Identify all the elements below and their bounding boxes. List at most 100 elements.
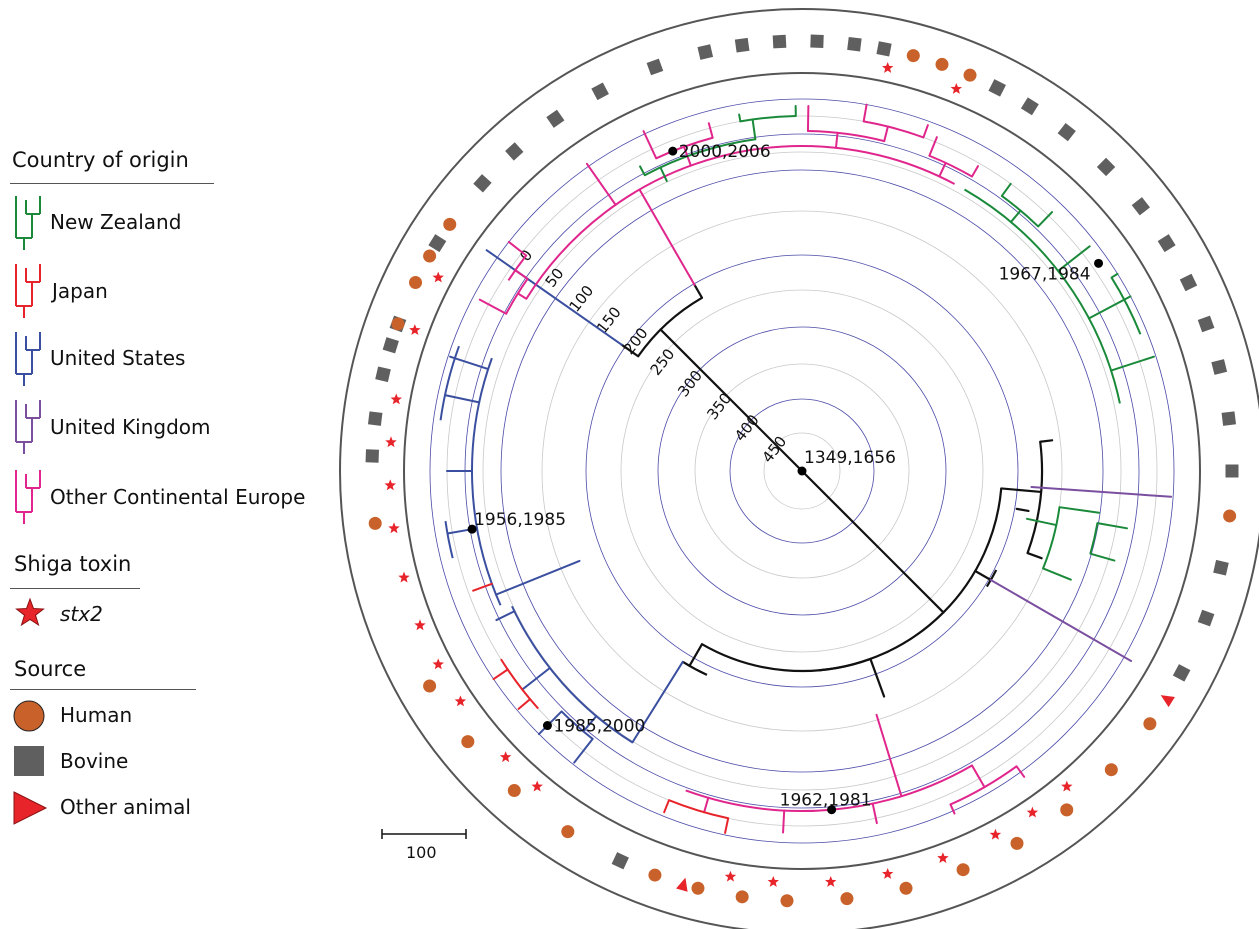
bovine-square-icon [591, 82, 609, 101]
tree-branch [449, 355, 490, 371]
tree-branch [1042, 507, 1061, 569]
tree-branch [707, 122, 714, 139]
stx2-star-icon [454, 695, 467, 707]
tree-branch [862, 103, 868, 123]
human-circle-icon [840, 892, 854, 906]
tree-branch [928, 136, 938, 157]
bovine-square-icon [1057, 123, 1076, 142]
tree-branch [724, 817, 730, 834]
stx2-star-icon [414, 619, 426, 631]
human-circle-icon [461, 735, 475, 749]
bovine-square-icon [1225, 464, 1239, 478]
tree-branch [582, 715, 598, 733]
tree-branch [751, 118, 757, 141]
tree-branch [507, 240, 528, 257]
tree-branch [1015, 765, 1026, 778]
stx2-star-icon [384, 479, 396, 491]
tree-branch [525, 145, 956, 300]
tree-branch [701, 643, 871, 673]
stx2-star-icon [937, 852, 949, 863]
tree-branch [1039, 439, 1054, 443]
stx2-star-icon [432, 658, 444, 670]
tree-branch [971, 165, 979, 178]
tree-branch [472, 582, 493, 592]
tree-branch [869, 657, 886, 698]
tree-branch [1000, 487, 1043, 494]
bovine-square-icon [646, 58, 664, 76]
tree-branch [1026, 551, 1043, 560]
tree-branch [573, 737, 594, 764]
ring-label: 150 [593, 303, 625, 337]
human-circle-icon [691, 881, 705, 895]
bovine-square-icon [1197, 609, 1215, 627]
stx2-star-icon [398, 571, 410, 583]
tree-branch [1089, 522, 1099, 554]
circle-icon [13, 700, 45, 732]
triangle-icon [13, 791, 48, 825]
tree-branch [637, 296, 703, 357]
node-label: 1956,1985 [474, 510, 566, 530]
stx2-star-icon [1026, 806, 1039, 818]
time-ring [482, 151, 1122, 791]
ring-label: 100 [565, 282, 597, 316]
legend-item-united-kingdom: United Kingdom [50, 415, 211, 439]
tree-branch [949, 803, 956, 815]
node-dot [827, 805, 837, 815]
tree-branch [485, 249, 623, 346]
legend-item-united-states: United States [50, 346, 186, 370]
square-icon [14, 746, 44, 776]
tree-branch [1015, 507, 1030, 513]
tree-branch [478, 298, 508, 315]
human-circle-icon [443, 217, 457, 231]
node-dot [668, 146, 678, 156]
bovine-square-icon [697, 44, 714, 60]
legend-item-stx2: stx2 [60, 602, 103, 626]
time-ring [657, 326, 947, 616]
node-dot [542, 721, 552, 731]
tree-branch [642, 130, 658, 160]
node-dot [467, 524, 477, 534]
tree-branch [875, 713, 903, 798]
time-ring [620, 289, 984, 653]
stx2-star-icon [724, 870, 737, 882]
bovine-square-icon [1157, 234, 1176, 253]
tree-branch [1030, 486, 1173, 498]
stx2-star-icon [989, 828, 1002, 840]
bovine-square-icon [367, 411, 383, 426]
stx2-star-icon [531, 780, 543, 792]
time-ring [729, 398, 875, 544]
scale-bar-label: 100 [406, 843, 437, 862]
tree-branch [500, 658, 539, 710]
human-circle-icon [1010, 836, 1024, 850]
tree-branch [871, 802, 878, 825]
tree-branch [521, 667, 551, 691]
human-circle-icon [963, 68, 977, 82]
bovine-square-icon [1096, 157, 1116, 177]
node-label: 2000,2006 [679, 142, 771, 162]
tree-branch [639, 165, 646, 177]
tree-branch [668, 799, 729, 820]
human-circle-icon [409, 276, 423, 290]
human-circle-icon [368, 516, 382, 530]
tree-branch [1110, 355, 1155, 372]
human-circle-icon [956, 863, 970, 877]
time-ring [585, 254, 1019, 688]
bovine-square-icon [1197, 315, 1215, 333]
legend-title-shiga-toxin: Shiga toxin [14, 552, 132, 576]
tree-branch [928, 154, 973, 178]
human-circle-icon [423, 249, 437, 263]
node-label: 1349,1656 [804, 448, 896, 468]
ring-label: 350 [703, 390, 735, 424]
stx2-star-icon [767, 876, 779, 887]
human-circle-icon [423, 679, 437, 693]
human-circle-icon [1104, 763, 1118, 777]
tree-branch [495, 559, 581, 596]
tree-branch [517, 698, 532, 710]
node-label: 1962,1981 [780, 791, 872, 811]
bovine-square-icon [772, 34, 787, 49]
bovine-square-icon [847, 36, 862, 52]
outer-ring [339, 8, 1259, 929]
time-ring [500, 169, 1104, 773]
tree-branch [1009, 209, 1022, 224]
